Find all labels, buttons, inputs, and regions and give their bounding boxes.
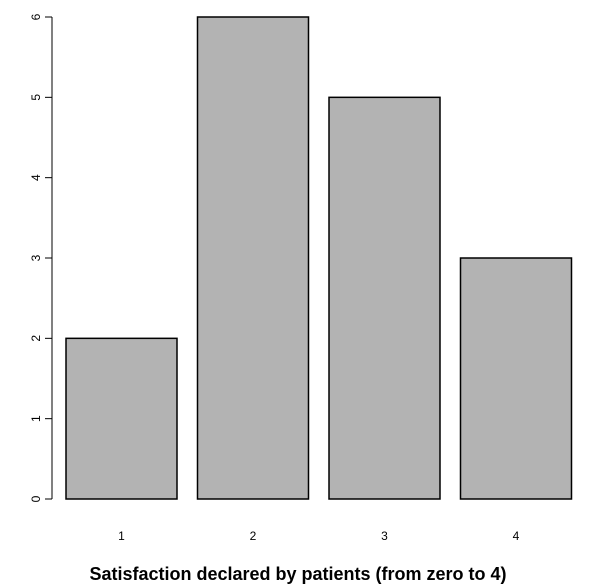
x-tick-labels: 1 2 3 4 bbox=[118, 529, 520, 543]
y-tick-label: 5 bbox=[29, 94, 43, 101]
x-tick-label: 4 bbox=[513, 529, 520, 543]
x-tick-label: 3 bbox=[381, 529, 388, 543]
y-tick-label: 0 bbox=[29, 495, 43, 502]
y-tick-label: 4 bbox=[29, 174, 43, 181]
x-axis-title: Satisfaction declared by patients (from … bbox=[89, 564, 506, 584]
y-tick-label: 1 bbox=[29, 415, 43, 422]
y-tick-label: 6 bbox=[29, 13, 43, 20]
bar-4 bbox=[459, 257, 573, 500]
y-tick-label: 3 bbox=[29, 254, 43, 261]
bar-1 bbox=[65, 337, 178, 500]
y-tick-label: 2 bbox=[29, 335, 43, 342]
x-tick-label: 1 bbox=[118, 529, 125, 543]
bar-2 bbox=[196, 16, 310, 500]
x-tick-label: 2 bbox=[250, 529, 257, 543]
y-axis: 0 1 2 3 4 5 6 bbox=[29, 13, 53, 502]
bar-3 bbox=[328, 96, 441, 500]
bars bbox=[65, 16, 573, 500]
